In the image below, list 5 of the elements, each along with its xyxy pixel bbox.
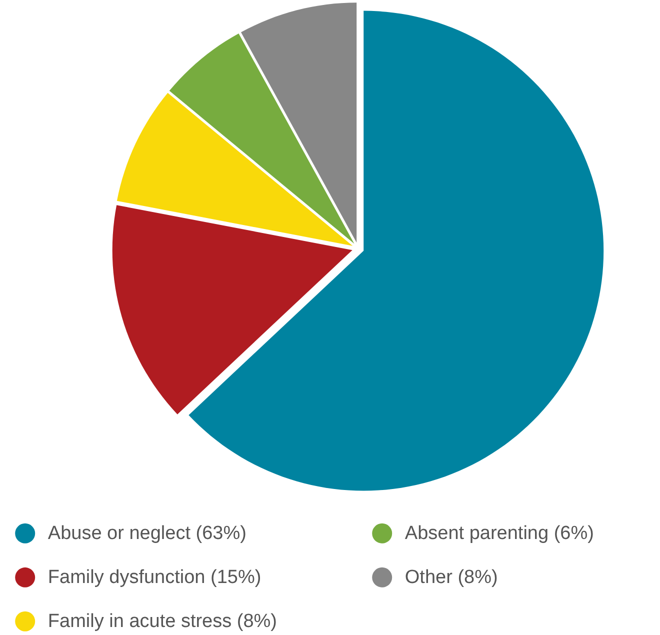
legend-label: Absent parenting (6%) [404, 522, 594, 544]
legend-label: Family in acute stress (8%) [48, 610, 278, 632]
legend-label: Family dysfunction (15%) [48, 566, 262, 588]
legend-label: Other (8%) [404, 566, 498, 588]
legend-label: Abuse or neglect (63%) [48, 522, 246, 544]
